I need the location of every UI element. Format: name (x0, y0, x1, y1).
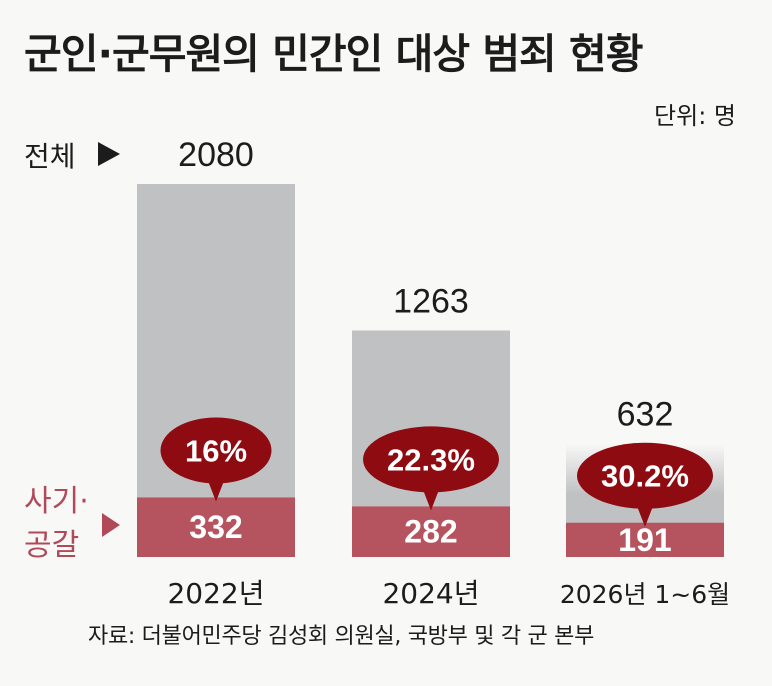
fraud-bar-2 (352, 506, 510, 557)
percent-label-3: 30.2% (601, 459, 689, 494)
percent-bubble-3 (577, 442, 713, 509)
percent-bubble-1 (160, 417, 272, 484)
legend-fraud: 사기· 공갈 (24, 484, 120, 563)
source-note: 자료: 더불어민주당 김성회 의원실, 국방부 및 각 군 본부 (88, 624, 595, 649)
total-value-label-3: 632 (617, 396, 674, 434)
category-label-2: 2024년 (382, 577, 479, 610)
total-value-label-2: 1263 (393, 283, 469, 321)
fraud-value-label-1: 332 (189, 509, 242, 545)
fraud-value-label-2: 282 (404, 514, 457, 550)
bars-layer: 2080 332 16% 2022년 1263 282 22.3% 2024년 632 191 30… (137, 136, 730, 610)
percent-label-1: 16% (185, 433, 247, 468)
category-label-1: 2022년 (167, 577, 264, 610)
total-value-label-1: 2080 (178, 136, 254, 174)
percent-bubble-2 (363, 426, 499, 493)
category-label-3: 2026년 1~6월 (560, 580, 730, 609)
legend-total-arrow-icon (98, 142, 120, 166)
chart-title: 군인·군무원의 민간인 대상 범죄 현황 (24, 30, 643, 78)
percent-label-2: 22.3% (387, 442, 475, 477)
fraud-value-label-3: 191 (618, 522, 671, 558)
legend-fraud-arrow-icon (102, 513, 120, 537)
legend-total-label: 전체 (24, 140, 76, 173)
legend-fraud-label-line2: 공갈 (24, 528, 79, 563)
fraud-bar-3 (566, 522, 724, 557)
legend-total: 전체 (24, 140, 120, 173)
legend-fraud-label-line1: 사기· (24, 484, 89, 519)
fraud-bar-1 (137, 497, 295, 557)
unit-label: 단위: 명 (654, 102, 736, 130)
